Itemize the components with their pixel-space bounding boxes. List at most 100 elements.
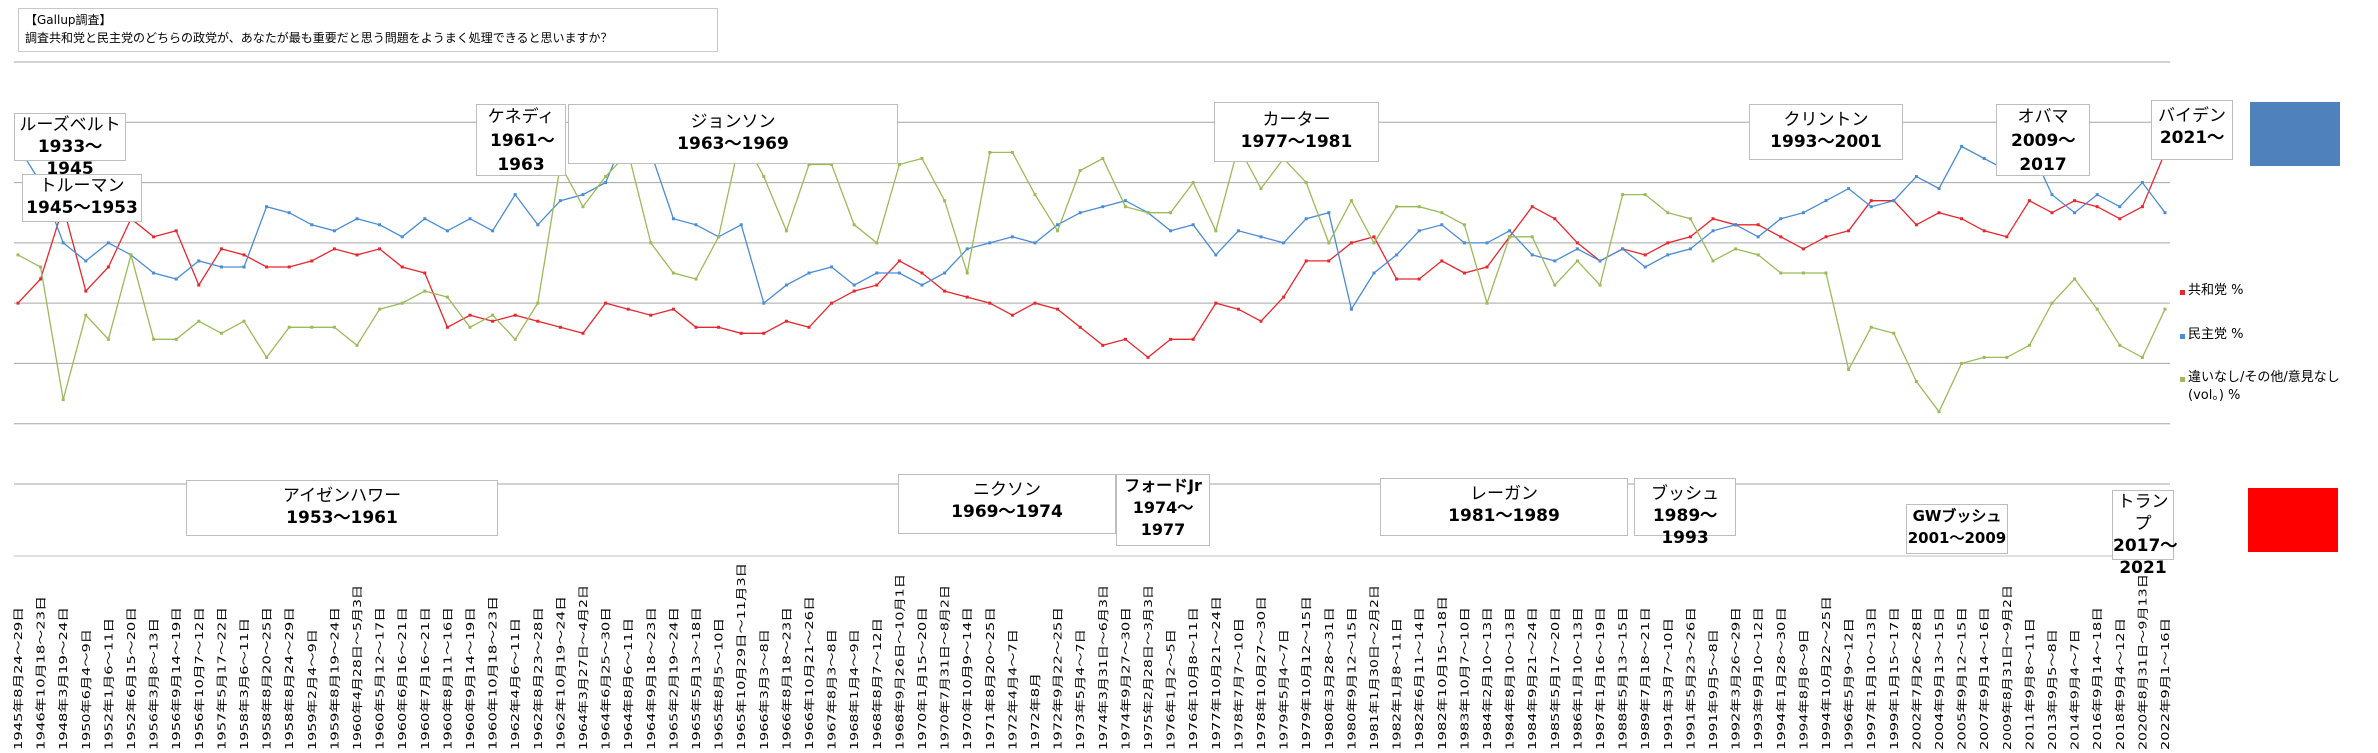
data-point: [671, 217, 675, 221]
data-point: [536, 301, 540, 305]
data-point: [965, 247, 969, 251]
president-label-kennedy: ケネディ 1961〜1963: [476, 104, 566, 176]
president-years: 1969〜1974: [951, 502, 1063, 522]
data-point: [174, 337, 178, 341]
x-tick-label: 1966年8月18〜23日: [779, 607, 793, 750]
x-tick-label: 2009年8月31日〜9月2日: [2000, 585, 2014, 750]
data-point: [1598, 283, 1602, 287]
president-years: 1953〜1961: [286, 508, 398, 528]
data-point: [287, 211, 291, 215]
x-tick-label: 1979年5月4〜7日: [1277, 629, 1291, 750]
data-point: [1801, 247, 1805, 251]
data-point: [378, 307, 382, 311]
president-name: レーガン: [1470, 484, 1538, 504]
data-point: [1530, 235, 1534, 239]
data-point: [1169, 211, 1173, 215]
data-point: [2005, 355, 2009, 359]
data-point: [1508, 229, 1512, 233]
data-point: [965, 295, 969, 299]
data-point: [671, 307, 675, 311]
data-point: [1417, 277, 1421, 281]
data-point: [1462, 271, 1466, 275]
data-point: [1123, 337, 1127, 341]
data-point: [897, 259, 901, 263]
data-point: [875, 241, 879, 245]
x-tick-label: 1966年10月21〜26日: [802, 596, 816, 750]
data-point: [762, 301, 766, 305]
data-point: [1508, 235, 1512, 239]
x-tick-label: 1991年3月7〜10日: [1661, 618, 1675, 750]
data-point: [1440, 223, 1444, 227]
x-tick-label: 1962年10月19〜24日: [553, 596, 567, 750]
x-tick-label: 1962年8月23〜28日: [531, 607, 545, 750]
data-point: [762, 175, 766, 179]
x-tick-label: 1945年8月24〜29日: [11, 607, 25, 750]
x-tick-label: 1958年8月20〜25日: [260, 607, 274, 750]
x-tick-label: 1960年10月18〜23日: [486, 596, 500, 750]
data-point: [84, 259, 88, 263]
president-label-obama: オバマ 2009〜2017: [1996, 104, 2090, 176]
president-label-ford: フォードJr 1974〜1977: [1116, 474, 1210, 546]
x-tick-label: 1984年9月21〜24日: [1525, 607, 1539, 750]
data-point: [920, 156, 924, 160]
data-point: [1033, 241, 1037, 245]
data-point: [807, 325, 811, 329]
data-point: [1575, 247, 1579, 251]
data-point: [174, 229, 178, 233]
x-tick-label: 1956年9月14〜19日: [169, 607, 183, 750]
data-point: [1214, 253, 1218, 257]
data-point: [2163, 211, 2167, 215]
data-point: [1756, 235, 1760, 239]
x-tick-label: 1991年9月5〜8日: [1706, 629, 1720, 750]
data-point: [694, 277, 698, 281]
x-tick-label: 1966年3月3〜8日: [757, 629, 771, 750]
x-tick-label: 2011年9月8〜11日: [2022, 618, 2036, 750]
caption-line-1: 【Gallup調査】: [25, 13, 112, 27]
data-point: [943, 199, 947, 203]
democrat-color-swatch: [2250, 102, 2340, 166]
data-point: [1847, 187, 1851, 191]
x-tick-label: 1959年2月4〜9日: [305, 629, 319, 750]
data-point: [400, 265, 404, 269]
president-name: フォードJr: [1124, 476, 1202, 495]
data-point: [1395, 205, 1399, 209]
x-tick-label: 1982年10月15〜18日: [1435, 596, 1449, 750]
data-point: [2050, 301, 2054, 305]
x-tick-label: 1968年9月26日〜10月1日: [892, 574, 906, 750]
legend-marker-other: [2180, 377, 2185, 382]
x-tick-label: 1952年6月15〜20日: [124, 607, 138, 750]
data-point: [332, 247, 336, 251]
x-tick-label: 1986年1月10〜13日: [1570, 607, 1584, 750]
president-label-gwbush: GWブッシュ 2001〜2009: [1906, 504, 2008, 554]
x-tick-label: 2020年8月31日〜9月13日: [2135, 574, 2149, 750]
president-label-clinton: クリントン 1993〜2001: [1749, 104, 1903, 160]
data-point: [717, 235, 721, 239]
data-point: [491, 229, 495, 233]
data-point: [2050, 211, 2054, 215]
data-point: [1598, 259, 1602, 263]
x-tick-label: 1975年2月28日〜3月3日: [1141, 585, 1155, 750]
data-point: [152, 271, 156, 275]
data-point: [1937, 410, 1941, 414]
data-point: [671, 271, 675, 275]
data-point: [1779, 217, 1783, 221]
x-tick-label: 1994年1月28〜30日: [1774, 607, 1788, 750]
x-tick-label: 1965年2月19〜24日: [666, 607, 680, 750]
x-tick-label: 1946年10月18〜23日: [34, 596, 48, 750]
president-name: ニクソン: [973, 480, 1041, 500]
data-point: [1847, 367, 1851, 371]
data-point: [1756, 223, 1760, 227]
president-years: 1961〜1963: [490, 131, 555, 175]
x-tick-label: 1987年1月16〜19日: [1593, 607, 1607, 750]
x-tick-label: 1988年5月13〜15日: [1616, 607, 1630, 750]
data-point: [513, 337, 517, 341]
president-label-johnson: ジョンソン 1963〜1969: [568, 104, 898, 164]
data-point: [1214, 229, 1218, 233]
data-point: [830, 265, 834, 269]
data-point: [242, 265, 246, 269]
x-tick-label: 1952年1月6〜11日: [101, 618, 115, 750]
data-point: [897, 162, 901, 166]
data-point: [39, 265, 43, 269]
data-point: [1575, 259, 1579, 263]
president-years: 1974〜1977: [1132, 498, 1194, 539]
